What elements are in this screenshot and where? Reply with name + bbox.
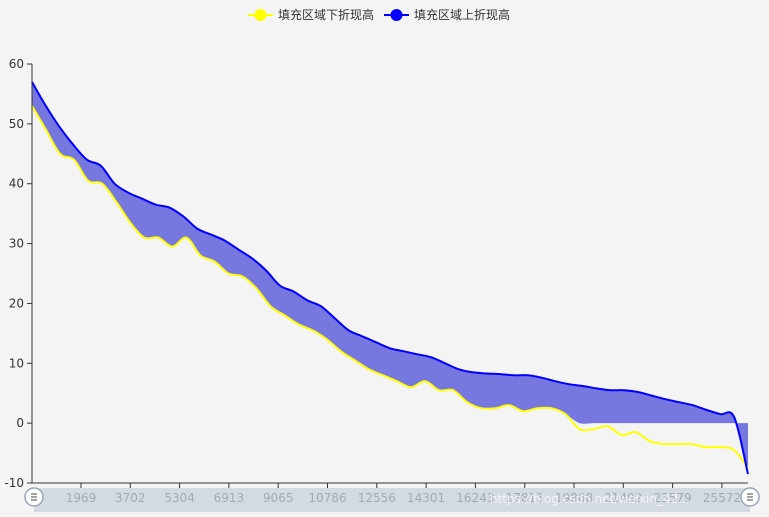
y-tick-label: 60 — [9, 57, 24, 71]
zoom-handle-icon[interactable] — [740, 487, 760, 507]
plot-area — [31, 81, 749, 475]
legend-label: 填充区域上折现高 — [414, 7, 510, 22]
fill-between-area — [32, 82, 748, 474]
data-zoom-slider[interactable]: https://blog.csdn.net/weixin_42... — [24, 487, 760, 512]
y-tick-label: 30 — [9, 237, 24, 251]
y-axis-ticks: -10 0 10 20 30 40 50 60 — [4, 57, 32, 490]
y-tick-label: 10 — [9, 356, 24, 370]
y-tick-label: 20 — [9, 296, 24, 310]
series-line-upper — [31, 81, 749, 475]
zoom-handle-icon[interactable] — [24, 487, 44, 507]
y-tick-label: 40 — [9, 177, 24, 191]
series-line-lower — [31, 105, 749, 469]
legend-marker-icon — [390, 9, 403, 21]
legend-item[interactable]: 填充区域上折现高 — [384, 7, 510, 22]
y-tick-label: 50 — [9, 117, 24, 131]
data-zoom-track[interactable] — [34, 488, 750, 512]
legend-marker-icon — [254, 9, 267, 21]
legend: 填充区域下折现高 填充区域上折现高 — [248, 7, 510, 22]
y-tick-label: -10 — [4, 476, 24, 490]
legend-label: 填充区域下折现高 — [278, 7, 374, 22]
y-tick-label: 0 — [16, 416, 24, 430]
watermark-text: https://blog.csdn.net/weixin_42... — [490, 492, 690, 506]
legend-item[interactable]: 填充区域下折现高 — [248, 7, 374, 22]
